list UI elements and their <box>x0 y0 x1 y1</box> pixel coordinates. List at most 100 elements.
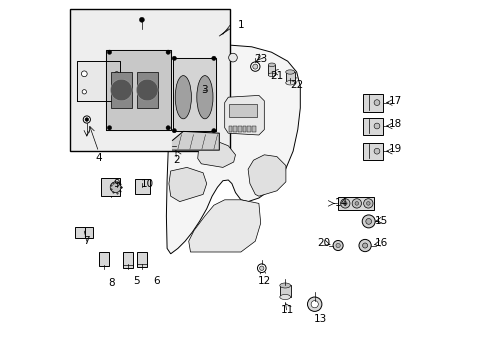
Circle shape <box>211 56 216 60</box>
Circle shape <box>252 64 257 69</box>
Bar <box>279 285 290 297</box>
Bar <box>363 118 382 135</box>
Circle shape <box>335 243 340 248</box>
Bar <box>363 94 382 112</box>
Text: 14: 14 <box>334 198 347 208</box>
Ellipse shape <box>285 70 294 74</box>
Bar <box>251 126 255 132</box>
Circle shape <box>307 297 321 311</box>
Bar <box>247 126 250 132</box>
Polygon shape <box>172 58 215 131</box>
Circle shape <box>228 53 237 62</box>
Circle shape <box>373 148 379 154</box>
Circle shape <box>340 199 349 208</box>
Circle shape <box>365 219 371 224</box>
Polygon shape <box>224 95 264 135</box>
Bar <box>70 9 230 151</box>
Circle shape <box>373 100 379 105</box>
Text: 17: 17 <box>388 96 402 106</box>
Bar <box>238 126 241 132</box>
Bar <box>285 72 294 83</box>
Circle shape <box>373 123 379 129</box>
Circle shape <box>358 239 370 252</box>
Bar <box>233 126 237 132</box>
Ellipse shape <box>268 63 275 67</box>
Circle shape <box>172 129 176 133</box>
Ellipse shape <box>196 76 213 119</box>
Bar <box>99 252 108 266</box>
Circle shape <box>250 62 260 71</box>
Circle shape <box>259 266 264 270</box>
Polygon shape <box>172 131 219 150</box>
Bar <box>268 65 275 75</box>
Circle shape <box>110 79 132 101</box>
Text: 7: 7 <box>82 236 89 246</box>
Text: 23: 23 <box>254 54 267 64</box>
Text: 13: 13 <box>313 314 326 324</box>
Ellipse shape <box>175 76 191 119</box>
Bar <box>110 72 132 108</box>
Circle shape <box>363 199 372 208</box>
Circle shape <box>362 215 374 228</box>
Text: 12: 12 <box>257 276 270 286</box>
Circle shape <box>366 202 369 205</box>
Text: 22: 22 <box>289 80 303 90</box>
Circle shape <box>351 199 361 208</box>
Circle shape <box>110 182 121 193</box>
Circle shape <box>136 79 158 101</box>
Bar <box>228 104 256 117</box>
Bar <box>101 178 120 196</box>
Bar <box>85 227 93 238</box>
Polygon shape <box>247 155 285 196</box>
Circle shape <box>107 126 111 130</box>
Text: 5: 5 <box>133 276 140 286</box>
Circle shape <box>85 118 88 121</box>
Polygon shape <box>197 142 235 167</box>
Bar <box>75 227 85 238</box>
Circle shape <box>82 90 86 94</box>
Circle shape <box>166 50 170 54</box>
Bar <box>242 126 246 132</box>
Polygon shape <box>166 45 300 254</box>
Polygon shape <box>168 167 206 202</box>
Text: 11: 11 <box>281 305 294 315</box>
Text: 20: 20 <box>317 238 329 248</box>
Text: 8: 8 <box>108 278 114 288</box>
Circle shape <box>81 71 87 77</box>
Bar <box>122 252 133 268</box>
Text: 1: 1 <box>237 20 244 30</box>
Polygon shape <box>188 200 260 252</box>
Polygon shape <box>77 61 120 101</box>
Circle shape <box>332 240 343 251</box>
Ellipse shape <box>279 283 290 288</box>
Circle shape <box>139 17 144 22</box>
Circle shape <box>257 264 265 273</box>
Circle shape <box>114 72 119 76</box>
Circle shape <box>83 116 90 123</box>
Text: 9: 9 <box>113 179 120 189</box>
Text: 15: 15 <box>374 216 387 226</box>
Bar <box>136 72 158 108</box>
Ellipse shape <box>268 73 275 77</box>
Circle shape <box>172 56 176 60</box>
Circle shape <box>310 301 318 308</box>
Text: 16: 16 <box>374 238 387 248</box>
Bar <box>363 143 382 160</box>
Text: 3: 3 <box>201 85 208 95</box>
Bar <box>337 197 373 210</box>
Text: 10: 10 <box>141 179 154 189</box>
Ellipse shape <box>279 294 290 300</box>
Text: 2: 2 <box>172 155 179 165</box>
Circle shape <box>343 202 346 205</box>
Text: 19: 19 <box>388 144 402 154</box>
Circle shape <box>211 129 216 133</box>
Circle shape <box>354 202 358 205</box>
Ellipse shape <box>285 81 294 85</box>
Text: 18: 18 <box>388 119 402 129</box>
Bar <box>228 126 232 132</box>
Circle shape <box>166 126 170 130</box>
Text: 21: 21 <box>270 71 283 81</box>
Text: 6: 6 <box>153 276 159 286</box>
Bar <box>134 179 149 194</box>
Polygon shape <box>106 50 170 130</box>
